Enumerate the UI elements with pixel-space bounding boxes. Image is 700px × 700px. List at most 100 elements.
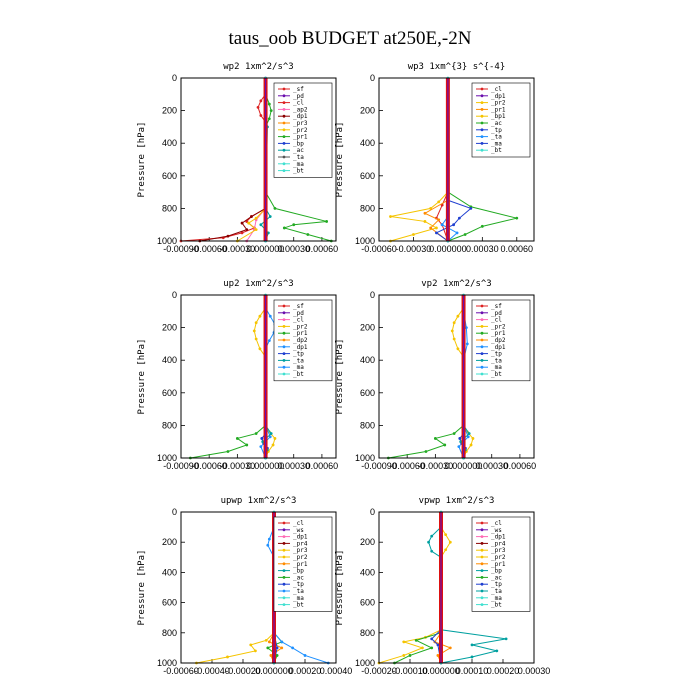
legend-entry: _dp1 [491,93,506,100]
data-point [275,654,279,657]
y-tick-label: 400 [360,355,375,365]
data-point [259,114,263,117]
panel-6: vpwp 1xm^2/s^3 Pressure [hPa] 0 200 400 600 80… [335,496,550,676]
legend-entry: _bt [491,602,502,609]
legend-entry: _dp2 [293,337,308,344]
data-point [267,102,271,106]
data-point [267,117,271,121]
legend-marker [480,562,484,566]
series-line [199,207,266,242]
legend-entry: _dp1 [491,534,506,541]
x-tick-label: 0.000000 [247,244,285,254]
legend-entry: _pr2 [491,323,506,330]
legend-entry: _dp2 [491,337,506,344]
data-point [452,432,456,435]
legend-marker [480,101,484,104]
y-tick-label: 600 [360,388,375,398]
y-tick-label: 200 [360,106,375,116]
legend-entry: _pr3 [491,547,506,554]
legend-entry: _pr1 [293,330,308,337]
data-point [435,226,438,230]
y-tick-label: 200 [162,323,177,333]
y-tick-label: 800 [162,628,177,638]
data-point [306,233,310,236]
legend-entry: _bt [293,168,304,175]
data-point [254,228,258,231]
legend-marker [282,311,286,315]
data-point [440,223,444,227]
x-tick-label: -0.00020 [225,666,261,676]
data-point [430,646,434,650]
data-point [240,231,244,235]
data-point [249,643,253,647]
data-point [280,640,284,644]
legend-marker [282,582,286,586]
legend-marker [282,569,286,572]
legend-entry: _ac [491,120,502,127]
data-point [226,234,230,238]
y-axis-label: Pressure [hPa] [137,122,147,198]
data-point [235,437,239,440]
legend-entry: _ta [491,357,502,364]
legend-entry: _pr1 [293,561,308,568]
x-tick-label: 0.00030 [277,461,310,471]
legend-entry: _pr2 [491,100,506,107]
data-point [254,337,258,341]
data-point [436,643,440,647]
data-point [455,231,459,235]
legend-marker [282,87,286,91]
y-tick-label: 800 [360,203,375,213]
x-tick-label: 0.00020 [289,666,322,676]
legend-marker [282,603,286,606]
data-point [424,450,428,453]
data-point [292,223,296,227]
data-point [402,654,406,657]
data-point [423,211,427,215]
legend: _cl_ws_dp1_pr4_pr3_pr2_pr1_bp_ac_tp_ta_m… [471,516,531,612]
data-point [259,99,263,103]
data-point [504,637,508,641]
legend-entry: _pr4 [293,540,308,547]
y-tick-label: 1000 [355,453,375,463]
legend-marker [480,142,484,145]
legend-marker [282,114,286,118]
legend-entry: _dp1 [491,344,506,351]
y-tick-label: 0 [370,507,375,517]
panel-4: vp2 1xm^2/s^3 Pressure [hPa] 0 200 400 600 800… [335,279,536,471]
data-point [269,109,273,112]
x-tick-label: 0.00020 [487,666,520,676]
x-tick-label: -0.00020 [361,666,397,676]
legend-entry: _ma [293,364,304,371]
data-point [463,233,467,236]
x-tick-label: 0.00010 [456,666,489,676]
legend-marker [480,582,484,586]
y-tick-label: 400 [360,138,375,148]
legend-marker [282,338,286,342]
legend-entry: _ma [491,364,502,371]
legend-entry: _cl [293,520,304,527]
legend-entry: _bt [293,602,304,609]
legend: _sf_pd_cl_pr2_pr1_dp2_dp1_tp_ta_ma_bt [471,299,531,382]
panel-title: upwp 1xm^2/s^3 [221,496,297,506]
data-point [268,215,272,218]
legend-marker [480,365,484,369]
legend-marker [480,576,484,579]
data-point [435,231,438,235]
legend-entry: _tp [491,127,502,134]
legend-marker [282,94,286,98]
legend-marker [480,528,484,532]
legend-marker [282,331,286,335]
plot-frame [180,294,337,459]
legend-entry: _bt [491,147,502,154]
y-tick-label: 400 [162,355,177,365]
legend-entry: _cl [293,317,304,324]
data-point [303,654,307,657]
legend-marker [480,94,484,98]
legend-entry: _bt [293,371,304,378]
data-point [268,435,272,439]
x-tick-label: -0.00060 [163,666,199,676]
data-point [268,314,272,318]
y-tick-label: 200 [360,323,375,333]
data-point [448,540,452,544]
